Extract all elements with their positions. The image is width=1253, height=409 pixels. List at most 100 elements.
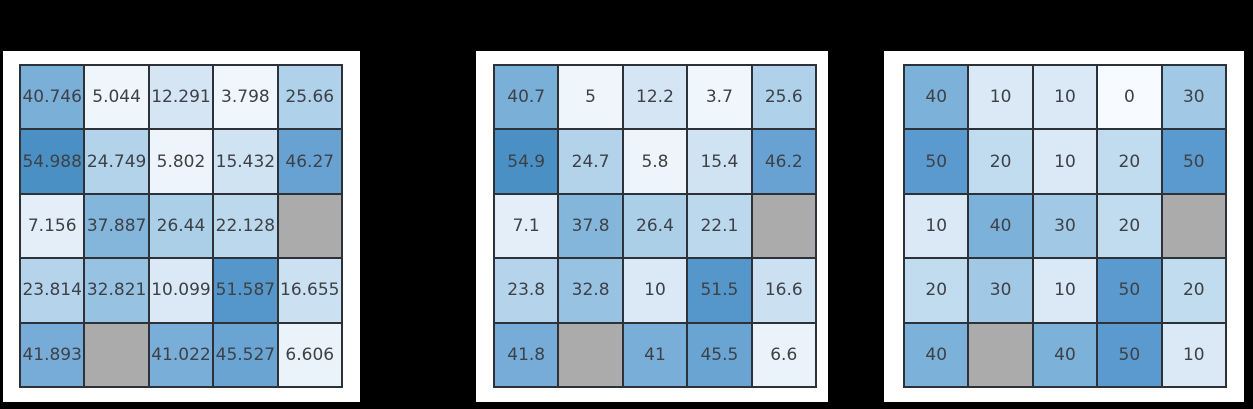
cell-value: 45.5	[700, 344, 739, 365]
cell-value: 20	[1118, 215, 1141, 236]
cell-value: 50	[1118, 280, 1141, 301]
cell-value: 10	[1054, 280, 1076, 301]
cell-value: 30	[1054, 215, 1076, 236]
cell-value: 50	[1182, 151, 1205, 172]
heatmap-cell: 50	[1162, 130, 1225, 193]
heatmap-cell: 32.821	[85, 259, 148, 322]
heatmap-cell: 5.802	[149, 130, 213, 193]
cell-value: 20	[925, 280, 948, 301]
cell-value: 6.6	[770, 344, 798, 365]
cell-value: 15.4	[700, 151, 739, 172]
cell-value: 5.8	[641, 151, 669, 172]
cell-value: 22.1	[700, 215, 739, 236]
heatmap-cell: 40	[969, 194, 1032, 258]
heatmap-cell: 6.6	[752, 323, 815, 386]
heatmap-cell: 41.8	[495, 323, 558, 386]
cell-value: 12.2	[636, 87, 674, 108]
cell-value: 0	[1123, 87, 1135, 108]
heatmap-cell-missing	[752, 194, 815, 258]
cell-value: 50	[1118, 344, 1141, 365]
heatmap-cell: 12.291	[149, 66, 213, 129]
cell-value: 23.814	[22, 280, 82, 301]
cell-value: 41.022	[151, 344, 211, 365]
cell-value: 50	[925, 151, 948, 172]
cell-value: 20	[989, 151, 1012, 172]
heatmap-cell: 32.8	[559, 259, 622, 322]
heatmap-cell: 50	[1098, 259, 1161, 322]
heatmap-panel-3: 40 10 10 0 30 50 20 10 20 50 10 40 30 20 20 30 10 50 20 40 4…	[884, 51, 1244, 402]
heatmap-cell: 20	[905, 259, 968, 322]
cell-value: 32.821	[86, 280, 147, 301]
cell-value: 6.606	[285, 344, 335, 365]
heatmap-cell-missing	[559, 323, 622, 386]
heatmap-cell: 3.7	[688, 66, 751, 129]
heatmap-cell: 7.1	[495, 194, 558, 258]
cell-value: 32.8	[571, 280, 610, 301]
heatmap-cell: 5.8	[623, 130, 687, 193]
cell-value: 5	[585, 87, 596, 108]
cell-value: 41.893	[22, 344, 82, 365]
cell-value: 20	[1182, 280, 1205, 301]
cell-value: 10	[989, 87, 1012, 108]
cell-value: 46.2	[764, 151, 803, 172]
heatmap-cell: 24.749	[85, 130, 148, 193]
heatmap-cell: 10	[1033, 66, 1097, 129]
cell-value: 20	[1118, 151, 1141, 172]
heatmap-cell: 10.099	[149, 259, 213, 322]
heatmap-cell: 10	[969, 66, 1032, 129]
heatmap-cell: 41.893	[21, 323, 84, 386]
heatmap-cell: 22.1	[688, 194, 751, 258]
cell-value: 10	[1054, 87, 1076, 108]
cell-value: 25.66	[285, 87, 335, 108]
heatmap-cell: 20	[1162, 259, 1225, 322]
cell-value: 24.749	[86, 151, 147, 172]
heatmap-cell-missing	[969, 323, 1032, 386]
heatmap-cell: 5.044	[85, 66, 148, 129]
heatmap-cell: 10	[1162, 323, 1225, 386]
cell-value: 40	[925, 87, 948, 108]
cell-value: 10	[1182, 344, 1205, 365]
heatmap-cell: 46.2	[752, 130, 815, 193]
heatmap-panel-2: 40.7 5 12.2 3.7 25.6 54.9 24.7 5.8 15.4 46.2 7.1 37…	[476, 51, 828, 402]
cell-value: 37.8	[571, 215, 610, 236]
cell-value: 40	[1054, 344, 1076, 365]
heatmap-cell: 41.022	[149, 323, 213, 386]
heatmap-cell: 15.432	[214, 130, 277, 193]
cell-value: 24.7	[571, 151, 610, 172]
heatmap-cell: 25.6	[752, 66, 815, 129]
heatmap-cell: 26.4	[623, 194, 687, 258]
heatmap-cell: 30	[1033, 194, 1097, 258]
cell-value: 26.4	[636, 215, 674, 236]
heatmap-cell: 10	[905, 194, 968, 258]
heatmap-cell: 0	[1098, 66, 1161, 129]
heatmap-cell: 40	[905, 323, 968, 386]
cell-value: 12.291	[151, 87, 211, 108]
cell-value: 30	[1182, 87, 1205, 108]
cell-value: 54.988	[22, 151, 82, 172]
heatmap-cell: 23.8	[495, 259, 558, 322]
heatmap-cell: 40.746	[21, 66, 84, 129]
heatmap-cell: 26.44	[149, 194, 213, 258]
heatmap-cell: 50	[905, 130, 968, 193]
heatmap-cell: 51.587	[214, 259, 277, 322]
cell-value: 40.746	[22, 87, 82, 108]
heatmap-cell: 7.156	[21, 194, 84, 258]
cell-value: 3.798	[221, 87, 270, 108]
heatmap-cell: 20	[1098, 130, 1161, 193]
heatmap-cell: 12.2	[623, 66, 687, 129]
heatmap-cell: 37.887	[85, 194, 148, 258]
heatmap-cell-missing	[278, 194, 341, 258]
heatmap-cell: 20	[1098, 194, 1161, 258]
heatmap-cell: 25.66	[278, 66, 341, 129]
cell-value: 41	[644, 344, 666, 365]
cell-value: 15.432	[215, 151, 276, 172]
cell-value: 22.128	[215, 215, 276, 236]
heatmap-cell: 10	[623, 259, 687, 322]
heatmap-cell: 54.988	[21, 130, 84, 193]
cell-value: 30	[989, 280, 1012, 301]
cell-value: 51.587	[215, 280, 276, 301]
heatmap-cell: 40	[1033, 323, 1097, 386]
cell-value: 54.9	[507, 151, 546, 172]
heatmap-cell: 41	[623, 323, 687, 386]
